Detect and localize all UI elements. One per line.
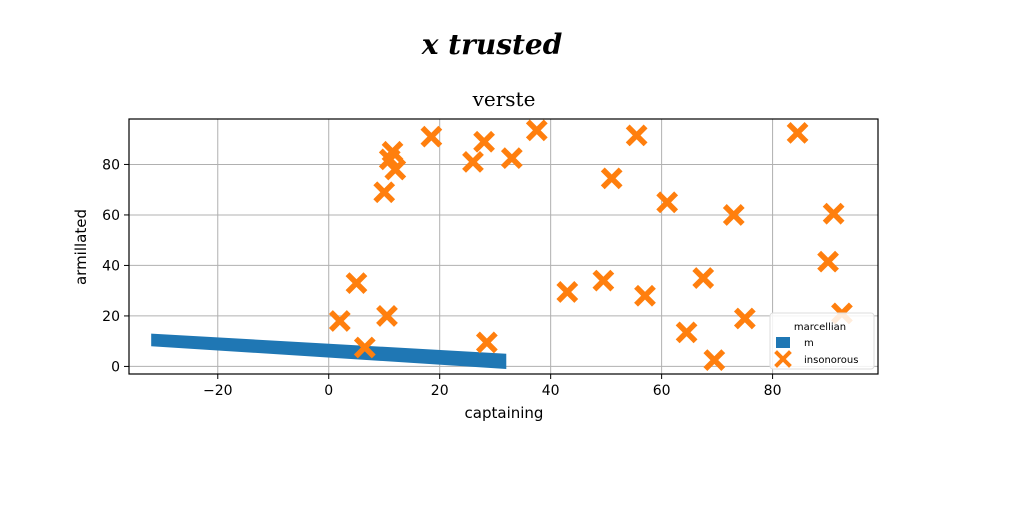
data-point-insonorous [703, 349, 726, 372]
data-point-insonorous [381, 140, 404, 163]
data-point-insonorous [634, 284, 656, 307]
data-point-insonorous [384, 158, 407, 181]
plot-area [129, 119, 878, 374]
x-axis-label: captaining [465, 404, 544, 422]
x-tick-label: 80 [764, 383, 782, 399]
x-tick-label: −20 [203, 383, 233, 399]
data-point-insonorous [722, 204, 745, 226]
data-point-insonorous [786, 121, 809, 144]
series-m [151, 333, 507, 369]
data-point-insonorous [420, 125, 443, 148]
y-tick-label: 80 [102, 157, 120, 173]
x-tick-label: 20 [431, 383, 449, 399]
data-point-insonorous [656, 191, 679, 214]
data-point-insonorous [475, 331, 498, 354]
series-insonorous [328, 119, 853, 372]
data-point-insonorous [525, 119, 548, 142]
x-tick-label: 40 [542, 383, 560, 399]
data-point-insonorous [473, 130, 495, 153]
data-point-insonorous [600, 167, 623, 190]
data-point-insonorous [500, 147, 523, 170]
figure-suptitle: x trusted [421, 28, 563, 61]
legend-label-insonorous: insonorous [804, 355, 858, 366]
axis-ticks: −20 0 20 40 60 80 0 20 40 60 80 [102, 157, 781, 399]
x-tick-label: 0 [324, 383, 333, 399]
data-point-insonorous [822, 202, 845, 225]
chart-title: verste [472, 87, 536, 111]
band-m [151, 333, 507, 369]
y-axis-label: armillated [72, 209, 90, 285]
legend: marcellian m insonorous [769, 312, 875, 370]
data-point-insonorous [733, 307, 756, 330]
data-point-insonorous [625, 124, 648, 147]
data-point-insonorous [817, 250, 839, 273]
legend-swatch-insonorous [774, 350, 792, 368]
data-point-insonorous [328, 310, 351, 332]
x-tick-label: 60 [653, 383, 671, 399]
legend-label-m: m [804, 338, 814, 349]
data-point-insonorous [345, 272, 368, 294]
y-tick-label: 20 [102, 309, 120, 325]
plot-frame [128, 118, 879, 375]
data-point-insonorous [592, 269, 615, 292]
legend-title: marcellian [794, 322, 846, 333]
y-tick-label: 60 [102, 208, 120, 224]
data-point-insonorous [353, 336, 376, 359]
legend-swatch-m [776, 337, 790, 348]
legend-frame [769, 312, 875, 370]
y-tick-label: 0 [111, 359, 120, 375]
data-point-insonorous [373, 181, 396, 204]
data-point-insonorous [556, 281, 579, 303]
data-point-insonorous [692, 267, 715, 289]
y-tick-label: 40 [102, 258, 120, 274]
data-point-insonorous [376, 305, 398, 327]
data-point-insonorous [462, 151, 484, 173]
data-point-insonorous [675, 321, 698, 344]
